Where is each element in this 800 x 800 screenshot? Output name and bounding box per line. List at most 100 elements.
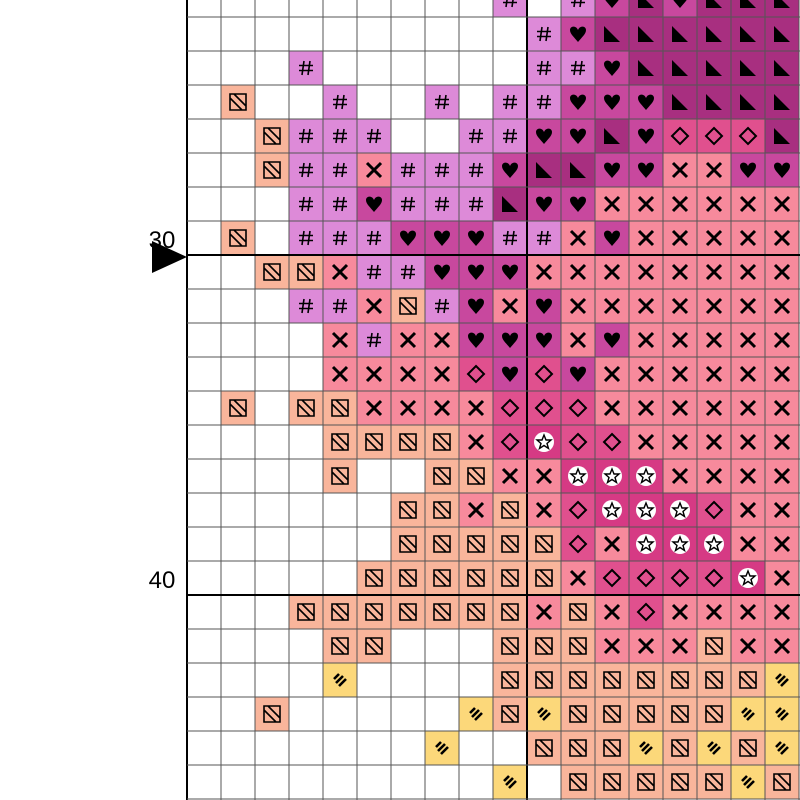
hash (333, 128, 347, 144)
stitch-symbol (773, 603, 791, 621)
stitch (425, 595, 459, 629)
stitch-symbol (568, 500, 588, 520)
stitch (425, 153, 459, 187)
stitch (493, 561, 527, 595)
cross (705, 161, 723, 179)
stitch (629, 595, 663, 629)
stitch-symbol (468, 264, 484, 280)
stitch-symbol (774, 162, 790, 178)
heart (502, 162, 518, 178)
stitch-symbol (636, 568, 656, 588)
triangle (638, 0, 654, 8)
stitch-symbol (434, 230, 450, 246)
hash (367, 264, 381, 280)
stitch-symbol (333, 94, 347, 110)
stitch-symbol (365, 399, 383, 417)
heart (638, 162, 654, 178)
cross (739, 331, 757, 349)
cross (637, 297, 655, 315)
star (705, 535, 723, 553)
cross (331, 263, 349, 281)
box-slash (365, 603, 383, 621)
heart (570, 94, 586, 110)
stitch-symbol (433, 569, 451, 587)
hash (435, 196, 449, 212)
stitch-symbol (502, 366, 518, 382)
stitch-symbol (671, 637, 689, 655)
stitch-symbol (535, 637, 553, 655)
stitch-symbol (537, 94, 551, 110)
stitch-symbol (638, 162, 654, 178)
triangle (706, 26, 722, 42)
stitch (323, 119, 357, 153)
stitch (561, 51, 595, 85)
stitch-symbol (469, 128, 483, 144)
stitch-symbol (433, 603, 451, 621)
stitch-symbol (331, 365, 349, 383)
stitch-symbol (400, 230, 416, 246)
stitch-symbol (433, 331, 451, 349)
box-slash (331, 637, 349, 655)
stitch (357, 629, 391, 663)
stitch-symbol (570, 366, 586, 382)
stitch-symbol (739, 263, 757, 281)
hash (299, 230, 313, 246)
stitch (561, 697, 595, 731)
cross (671, 331, 689, 349)
cross (705, 229, 723, 247)
stitch-symbol (603, 637, 621, 655)
stitch (595, 425, 629, 459)
stitch (493, 493, 527, 527)
stitch-symbol (638, 94, 654, 110)
stitch (527, 663, 561, 697)
stitch-symbol (467, 399, 485, 417)
stitch-symbol (704, 534, 724, 554)
cross (569, 331, 587, 349)
cross (603, 195, 621, 213)
stitch-symbol (569, 671, 587, 689)
cross (739, 195, 757, 213)
stitch-symbol (365, 433, 383, 451)
stitch (697, 663, 731, 697)
box-slash (331, 467, 349, 485)
stitch-symbol (502, 196, 518, 212)
cross (773, 603, 791, 621)
stitch-symbol (401, 196, 415, 212)
stitch-symbol (739, 399, 757, 417)
box-slash (229, 229, 247, 247)
triangle (502, 196, 518, 212)
diamond (704, 126, 724, 146)
stitch-symbol (637, 773, 655, 791)
stitch-symbol (399, 399, 417, 417)
stitch-symbol (331, 467, 349, 485)
cross (569, 297, 587, 315)
hash (537, 230, 551, 246)
stitch-symbol (501, 671, 519, 689)
box-slash (263, 127, 281, 145)
stitch (357, 255, 391, 289)
triangle (672, 94, 688, 110)
stitch-symbol (299, 162, 313, 178)
box-slash (603, 739, 621, 757)
stitch-symbol (535, 739, 553, 757)
stitch (391, 561, 425, 595)
stitch-symbol (501, 467, 519, 485)
heart (366, 196, 382, 212)
cross (365, 161, 383, 179)
stitch-symbol (570, 128, 586, 144)
stitch (289, 187, 323, 221)
stitch-symbol (297, 603, 315, 621)
stitch-symbol (570, 162, 586, 178)
stitch-symbol (705, 161, 723, 179)
diamond (466, 364, 486, 384)
stitch-symbol (706, 60, 722, 76)
stitch-symbol (299, 230, 313, 246)
stitch (527, 629, 561, 663)
heart (638, 94, 654, 110)
triangle (536, 162, 552, 178)
heart (570, 26, 586, 42)
cross (739, 501, 757, 519)
stitch (561, 425, 595, 459)
cross (637, 195, 655, 213)
cross (433, 331, 451, 349)
